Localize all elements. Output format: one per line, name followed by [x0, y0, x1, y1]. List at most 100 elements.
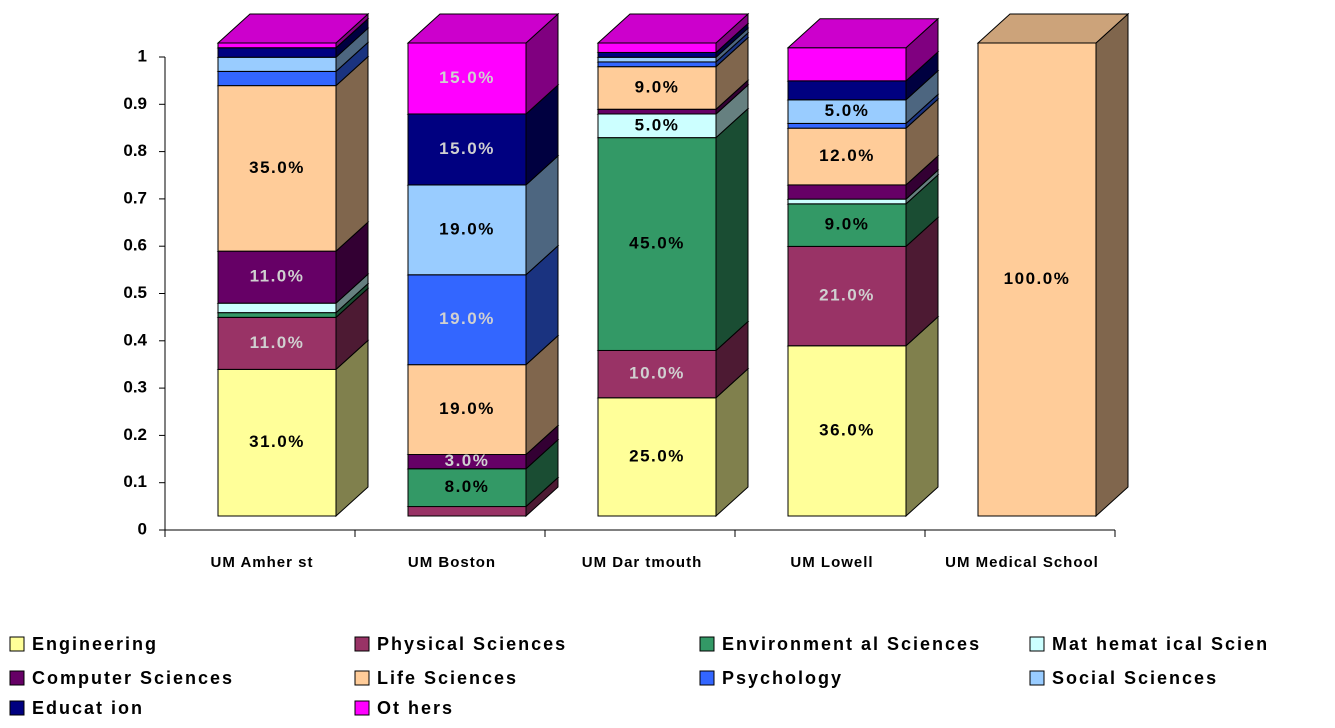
- bar-top: [786, 18, 940, 49]
- legend-label: Psychology: [722, 668, 843, 688]
- bar-segment: [787, 245, 907, 347]
- legend-swatch: [354, 670, 370, 686]
- bar-side: [1095, 12, 1129, 518]
- value-label: 19.0%: [439, 219, 495, 238]
- legend-label: Social Sciences: [1052, 668, 1218, 688]
- legend-swatch: [699, 670, 715, 686]
- bar-segment: [787, 203, 907, 247]
- bar-segment: [407, 113, 527, 186]
- value-label: 21.0%: [819, 286, 875, 305]
- bar-segment: [787, 184, 907, 200]
- bar-segment: [597, 61, 717, 68]
- y-tick-label: 0.2: [123, 425, 147, 444]
- x-tick-label: UM Lowell: [790, 554, 873, 571]
- bar-segment: [217, 250, 337, 304]
- bar-segment: [407, 274, 527, 366]
- value-label: 3.0%: [445, 451, 490, 470]
- bar-segment: [787, 345, 907, 517]
- legend-label: Ot hers: [377, 698, 454, 718]
- value-label: 19.0%: [439, 309, 495, 328]
- y-tick-label: 0.9: [123, 94, 147, 113]
- legend-label: Computer Sciences: [32, 668, 234, 688]
- y-tick-label: 0.4: [123, 330, 147, 349]
- value-label: 36.0%: [819, 420, 875, 439]
- bar-segment: [787, 198, 907, 205]
- bar-segment: [597, 349, 717, 399]
- bar-segment: [597, 51, 717, 58]
- value-label: 45.0%: [629, 234, 685, 253]
- bar-side: [335, 55, 369, 253]
- bar-segment: [217, 70, 337, 87]
- bar-segment: [217, 56, 337, 72]
- value-label: 11.0%: [250, 333, 305, 352]
- bar-segment: [597, 397, 717, 517]
- value-label: 11.0%: [250, 267, 305, 286]
- bar-segment: [217, 47, 337, 58]
- value-label: 8.0%: [445, 477, 490, 496]
- legend-swatch: [354, 636, 370, 652]
- bar-segment: [407, 42, 527, 115]
- x-tick-label: UM Medical School: [945, 554, 1099, 571]
- bar-segment: [787, 47, 907, 82]
- y-tick-label: 0.5: [123, 283, 147, 302]
- bar-segment: [217, 316, 337, 370]
- value-label: 35.0%: [249, 158, 305, 177]
- bar-segment: [977, 42, 1097, 517]
- legend-label: Educat ion: [32, 698, 144, 718]
- legend-swatch: [9, 670, 25, 686]
- value-label: 31.0%: [249, 432, 305, 451]
- legend-label: Life Sciences: [377, 668, 518, 688]
- value-label: 9.0%: [635, 77, 680, 96]
- value-label: 10.0%: [629, 364, 685, 383]
- bar-segment: [787, 122, 907, 129]
- bar-segment: [597, 66, 717, 110]
- bar-side: [335, 339, 369, 518]
- y-tick-label: 0: [138, 519, 147, 538]
- bar-segment: [597, 42, 717, 53]
- x-tick-label: UM Boston: [408, 554, 496, 571]
- bar-segment: [597, 56, 717, 63]
- bar-side: [905, 315, 939, 518]
- bar-segment: [407, 364, 527, 456]
- bar-segment: [407, 506, 527, 517]
- bar-top: [406, 13, 560, 44]
- y-tick-label: 0.6: [123, 236, 147, 255]
- bar-segment: [787, 80, 907, 101]
- x-tick-label: UM Dar tmouth: [582, 554, 703, 571]
- legend-swatch: [9, 700, 25, 716]
- value-label: 12.0%: [819, 146, 875, 165]
- bar-segment: [597, 108, 717, 115]
- bar-side: [715, 107, 749, 352]
- y-tick-label: 1: [138, 46, 147, 65]
- legend-swatch: [1029, 670, 1045, 686]
- value-label: 19.0%: [439, 399, 495, 418]
- bar-segment: [217, 312, 337, 318]
- value-label: 100.0%: [1004, 269, 1071, 288]
- legend-swatch: [699, 636, 715, 652]
- legend-label: Physical Sciences: [377, 634, 567, 654]
- value-label: 5.0%: [825, 101, 870, 120]
- legend-label: Engineering: [32, 634, 158, 654]
- value-label: 5.0%: [635, 115, 680, 134]
- value-label: 25.0%: [629, 446, 685, 465]
- y-tick-label: 0.3: [123, 378, 147, 397]
- bar-top: [216, 13, 370, 44]
- x-tick-label: UM Amher st: [211, 554, 314, 571]
- bar-segment: [217, 85, 337, 252]
- legend-swatch: [354, 700, 370, 716]
- bar-top: [976, 13, 1130, 44]
- bar-segment: [217, 42, 337, 49]
- legend-swatch: [9, 636, 25, 652]
- value-label: 9.0%: [825, 215, 870, 234]
- bar-top: [596, 13, 750, 44]
- y-tick-label: 0.1: [123, 472, 147, 491]
- y-tick-label: 0.7: [123, 188, 147, 207]
- y-tick-label: 0.8: [123, 141, 147, 160]
- legend-label: Mat hemat ical Scien: [1052, 634, 1269, 654]
- value-label: 15.0%: [439, 68, 495, 87]
- legend-swatch: [1029, 636, 1045, 652]
- value-label: 15.0%: [439, 139, 495, 158]
- bar-segment: [217, 302, 337, 314]
- legend-label: Environment al Sciences: [722, 634, 981, 654]
